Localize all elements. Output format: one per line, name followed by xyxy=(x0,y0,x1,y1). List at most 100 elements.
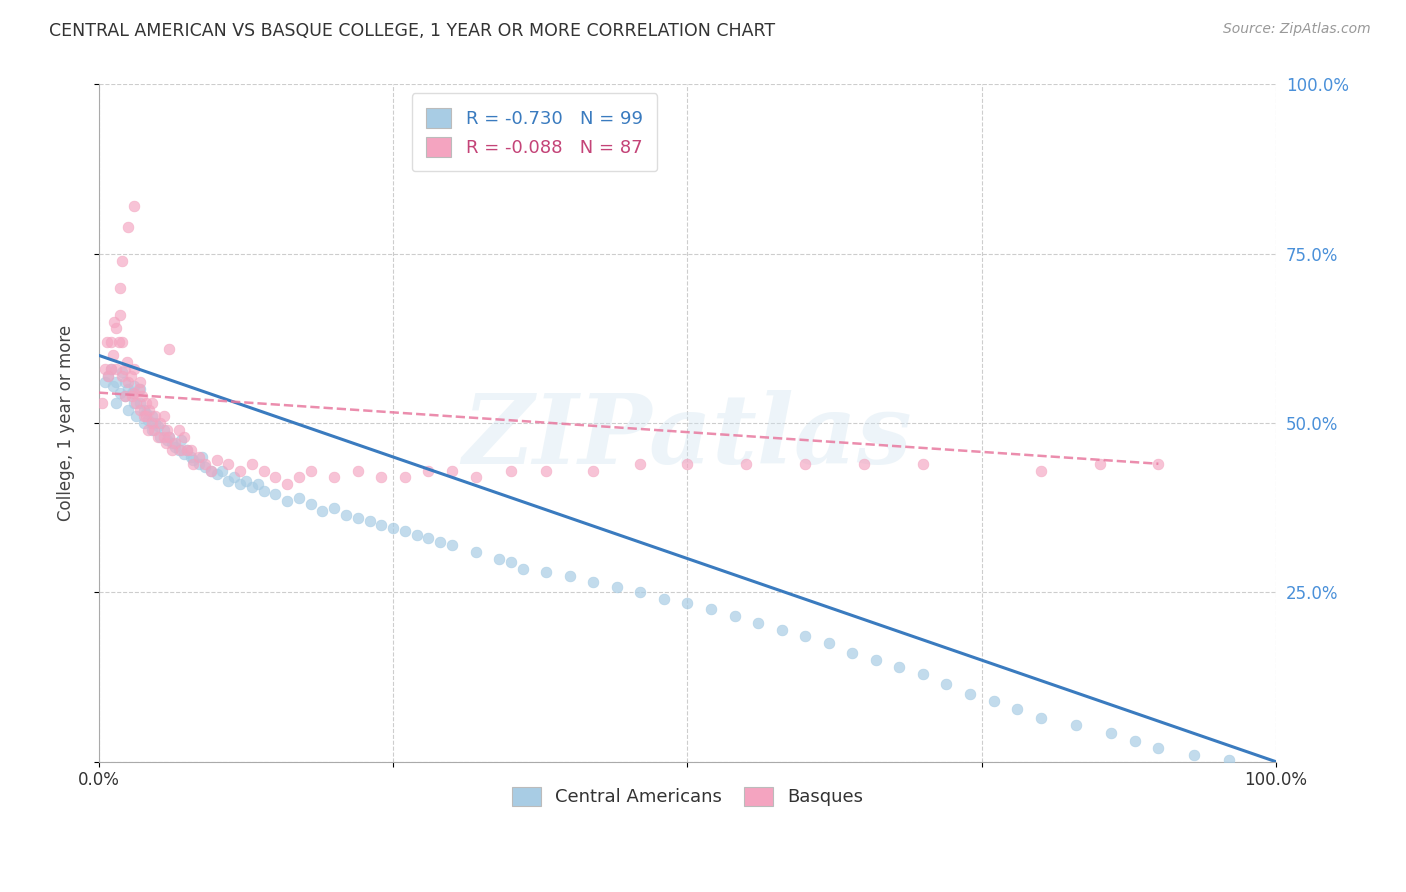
Point xyxy=(606,580,628,594)
Point xyxy=(735,457,758,471)
Point xyxy=(1182,747,1205,762)
Point xyxy=(167,443,190,458)
Point xyxy=(122,379,145,393)
Point xyxy=(170,433,193,447)
Point xyxy=(1029,463,1052,477)
Point xyxy=(135,396,157,410)
Point xyxy=(464,470,486,484)
Point xyxy=(747,615,769,630)
Point xyxy=(1088,457,1111,471)
Point xyxy=(105,376,128,390)
Point xyxy=(276,477,298,491)
Point xyxy=(117,376,139,390)
Point xyxy=(794,630,817,644)
Point xyxy=(120,368,142,383)
Point xyxy=(534,565,557,579)
Point xyxy=(159,430,181,444)
Point xyxy=(135,406,157,420)
Point xyxy=(105,321,128,335)
Point xyxy=(264,487,287,501)
Point xyxy=(1099,726,1122,740)
Point xyxy=(983,694,1005,708)
Point xyxy=(96,334,118,349)
Point xyxy=(652,592,675,607)
Point xyxy=(440,538,463,552)
Point xyxy=(125,396,148,410)
Point xyxy=(93,376,115,390)
Point xyxy=(117,219,139,234)
Point xyxy=(129,402,152,417)
Point xyxy=(499,463,522,477)
Point xyxy=(200,463,222,477)
Point xyxy=(512,562,534,576)
Point xyxy=(91,396,114,410)
Point xyxy=(101,379,124,393)
Point xyxy=(229,477,252,491)
Point xyxy=(246,477,269,491)
Point xyxy=(959,687,981,701)
Point xyxy=(149,430,172,444)
Point xyxy=(97,368,120,383)
Y-axis label: College, 1 year or more: College, 1 year or more xyxy=(58,325,75,521)
Point xyxy=(114,362,136,376)
Point xyxy=(299,497,322,511)
Point xyxy=(359,514,381,528)
Point xyxy=(723,609,745,624)
Point xyxy=(770,623,793,637)
Point xyxy=(107,334,129,349)
Point xyxy=(132,402,155,417)
Point xyxy=(429,534,451,549)
Point xyxy=(794,457,817,471)
Point xyxy=(122,362,145,376)
Point xyxy=(440,463,463,477)
Point xyxy=(138,402,160,417)
Point xyxy=(1218,753,1240,767)
Point xyxy=(165,436,187,450)
Point xyxy=(100,362,122,376)
Point xyxy=(93,362,115,376)
Point xyxy=(146,430,169,444)
Point xyxy=(211,463,233,477)
Text: Source: ZipAtlas.com: Source: ZipAtlas.com xyxy=(1223,22,1371,37)
Point xyxy=(149,416,172,430)
Point xyxy=(865,653,887,667)
Point xyxy=(111,253,134,268)
Point xyxy=(131,389,153,403)
Point xyxy=(101,348,124,362)
Point xyxy=(121,389,143,403)
Point xyxy=(224,470,246,484)
Point xyxy=(152,430,174,444)
Point xyxy=(405,528,427,542)
Point xyxy=(111,334,134,349)
Point xyxy=(121,385,143,400)
Point xyxy=(105,362,128,376)
Point xyxy=(217,457,239,471)
Point xyxy=(370,517,392,532)
Point xyxy=(1147,741,1170,756)
Point xyxy=(205,467,228,481)
Point xyxy=(176,443,198,458)
Point xyxy=(159,342,181,356)
Point xyxy=(1029,711,1052,725)
Point xyxy=(1123,734,1146,748)
Point xyxy=(129,382,152,396)
Point xyxy=(114,389,136,403)
Point xyxy=(346,511,368,525)
Point xyxy=(299,463,322,477)
Point xyxy=(911,457,934,471)
Point xyxy=(252,463,274,477)
Point xyxy=(323,470,346,484)
Point xyxy=(935,677,957,691)
Point xyxy=(114,376,136,390)
Point xyxy=(370,470,392,484)
Point xyxy=(418,463,440,477)
Point xyxy=(176,443,198,458)
Point xyxy=(205,453,228,467)
Point xyxy=(156,423,179,437)
Point xyxy=(105,396,128,410)
Point xyxy=(194,460,217,475)
Point xyxy=(488,551,510,566)
Point xyxy=(111,365,134,379)
Point xyxy=(288,491,311,505)
Point xyxy=(160,436,183,450)
